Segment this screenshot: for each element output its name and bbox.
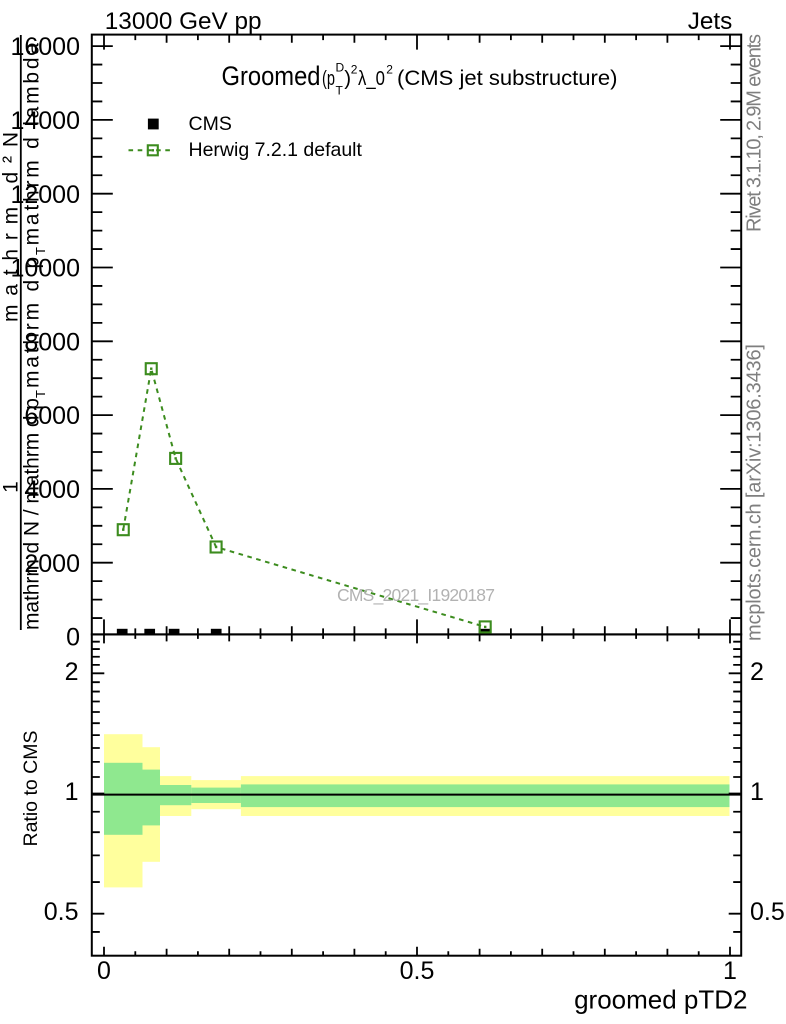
svg-text:T: T — [336, 84, 344, 98]
svg-text:2: 2 — [65, 658, 79, 686]
svg-text:8000: 8000 — [24, 328, 80, 356]
svg-text:4000: 4000 — [24, 476, 80, 504]
svg-text:mathrm d p mathrm d lambda: mathrm d p mathrm d lambda — [21, 43, 44, 388]
svg-text:10000: 10000 — [10, 255, 80, 283]
svg-text:D: D — [336, 61, 345, 75]
svg-text:CMS: CMS — [189, 113, 232, 135]
svg-text:2: 2 — [386, 63, 393, 77]
svg-text:2: 2 — [750, 658, 764, 686]
svg-text:Groomed: Groomed — [222, 61, 321, 91]
svg-text:6000: 6000 — [24, 402, 80, 430]
svg-text:mathrm d N / mathrm d p: mathrm d N / mathrm d p — [21, 398, 44, 630]
svg-text:Jets: Jets — [688, 8, 733, 35]
svg-text:0.5: 0.5 — [400, 957, 435, 985]
svg-text:12000: 12000 — [10, 181, 80, 209]
svg-text:Rivet 3.1.10, 2.9M events: Rivet 3.1.10, 2.9M events — [744, 34, 766, 232]
svg-text:1: 1 — [65, 778, 79, 806]
svg-text:14000: 14000 — [10, 107, 80, 135]
svg-text:T: T — [33, 390, 48, 398]
svg-text:Ratio to CMS: Ratio to CMS — [20, 731, 42, 847]
svg-text:λ_0: λ_0 — [358, 67, 385, 90]
svg-text:16000: 16000 — [10, 33, 80, 61]
svg-text:CMS_2021_I1920187: CMS_2021_I1920187 — [337, 585, 495, 606]
svg-text:0.5: 0.5 — [750, 898, 785, 926]
svg-text:T: T — [33, 247, 48, 255]
svg-text:2000: 2000 — [24, 550, 80, 578]
svg-text:2: 2 — [351, 63, 358, 77]
svg-text:1: 1 — [723, 957, 737, 985]
svg-text:0: 0 — [66, 624, 80, 652]
svg-text:groomed pTD2: groomed pTD2 — [574, 985, 747, 1015]
svg-text:0: 0 — [97, 957, 111, 985]
svg-text:1: 1 — [750, 778, 764, 806]
svg-text:mcplots.cern.ch [arXiv:1306.34: mcplots.cern.ch [arXiv:1306.3436] — [744, 344, 766, 641]
svg-text:(p: (p — [322, 67, 335, 90]
svg-text:): ) — [344, 67, 351, 90]
svg-text:1: 1 — [0, 481, 23, 493]
svg-text:13000 GeV pp: 13000 GeV pp — [105, 8, 262, 35]
svg-text:0.5: 0.5 — [44, 898, 79, 926]
svg-text:(CMS jet substructure): (CMS jet substructure) — [397, 67, 618, 90]
svg-text:Herwig 7.2.1 default: Herwig 7.2.1 default — [189, 139, 363, 161]
